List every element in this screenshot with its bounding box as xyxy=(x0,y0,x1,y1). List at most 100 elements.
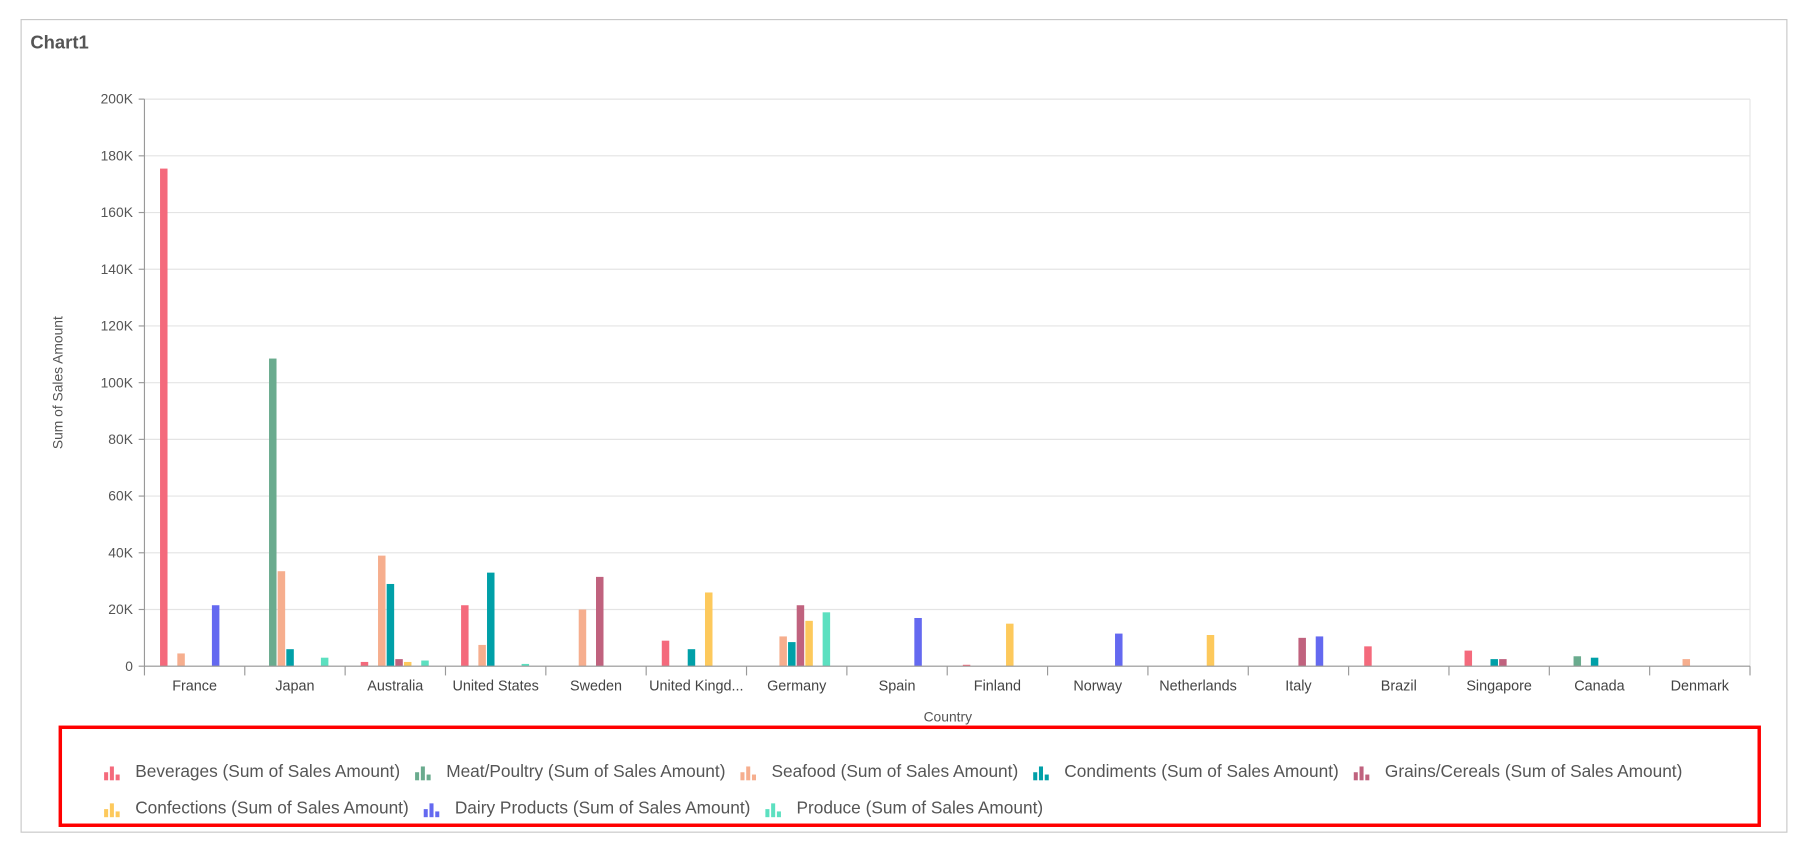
y-tick-label: 20K xyxy=(108,601,133,617)
x-tick-label: Singapore xyxy=(1466,678,1532,694)
x-tick-label: Spain xyxy=(879,678,916,694)
legend-icon xyxy=(115,774,120,781)
bar xyxy=(286,649,294,667)
x-tick-label: Brazil xyxy=(1381,678,1417,694)
legend-item[interactable]: Beverages (Sum of Sales Amount) xyxy=(104,761,400,781)
y-tick-label: 60K xyxy=(108,488,133,504)
x-tick-label: United Kingd... xyxy=(649,678,743,694)
legend-item[interactable]: Grains/Cereals (Sum of Sales Amount) xyxy=(1353,761,1683,781)
y-tick-label: 160K xyxy=(101,204,134,220)
x-tick-label: Italy xyxy=(1285,678,1312,694)
legend-item[interactable]: Produce (Sum of Sales Amount) xyxy=(765,798,1043,818)
legend-label: Grains/Cereals (Sum of Sales Amount) xyxy=(1385,761,1682,781)
x-tick-label: Australia xyxy=(367,678,423,694)
bar xyxy=(1364,646,1372,667)
bar xyxy=(822,612,831,667)
chart-title: Chart1 xyxy=(30,31,88,52)
bar xyxy=(596,576,604,667)
legend-icon xyxy=(104,809,109,818)
legend-icon xyxy=(776,811,781,818)
bar xyxy=(269,358,277,667)
bar xyxy=(1315,636,1324,667)
bar xyxy=(478,644,486,667)
bar xyxy=(177,653,185,667)
bar xyxy=(1115,633,1123,667)
legend-item[interactable]: Seafood (Sum of Sales Amount) xyxy=(740,761,1018,781)
legend-icon xyxy=(426,774,431,781)
bar xyxy=(779,636,787,667)
bar xyxy=(277,571,286,667)
bar xyxy=(487,572,495,667)
x-tick-label: Canada xyxy=(1574,678,1624,694)
bar xyxy=(1006,623,1014,667)
bar xyxy=(1490,659,1498,667)
legend-item[interactable]: Dairy Products (Sum of Sales Amount) xyxy=(423,798,751,818)
legend-icon xyxy=(1365,774,1370,781)
legend-label: Seafood (Sum of Sales Amount) xyxy=(772,761,1019,781)
legend-label: Produce (Sum of Sales Amount) xyxy=(796,798,1043,818)
legend-icon xyxy=(765,809,770,818)
bar xyxy=(704,592,713,667)
bar xyxy=(687,649,696,667)
legend-label: Dairy Products (Sum of Sales Amount) xyxy=(455,798,751,818)
y-tick-label: 40K xyxy=(108,544,133,560)
x-tick-label: Netherlands xyxy=(1159,678,1237,694)
x-tick-label: Norway xyxy=(1073,678,1123,694)
bar xyxy=(1573,656,1582,667)
bar xyxy=(421,660,429,667)
x-tick-label: Sweden xyxy=(570,678,622,694)
bar xyxy=(160,168,168,667)
bar xyxy=(320,657,329,667)
x-tick-label: Finland xyxy=(974,678,1021,694)
legend-icon xyxy=(1038,766,1043,781)
bar xyxy=(796,605,805,667)
y-tick-label: 120K xyxy=(101,318,134,334)
legend-label: Condiments (Sum of Sales Amount) xyxy=(1064,761,1338,781)
bar xyxy=(661,640,670,667)
x-tick-label: Japan xyxy=(275,678,314,694)
y-tick-label: 0 xyxy=(125,658,133,674)
legend-item[interactable]: Condiments (Sum of Sales Amount) xyxy=(1033,761,1339,781)
legend-icon xyxy=(1044,774,1049,781)
bar xyxy=(461,605,469,667)
x-axis-title: Country xyxy=(924,709,973,725)
bar xyxy=(914,617,922,667)
bar xyxy=(1464,650,1473,667)
y-tick-label: 80K xyxy=(108,431,133,447)
legend-label: Beverages (Sum of Sales Amount) xyxy=(135,761,400,781)
bar xyxy=(378,555,386,667)
legend-icon xyxy=(109,766,114,781)
legend-icon xyxy=(1353,772,1358,781)
x-tick-label: United States xyxy=(452,678,538,694)
y-tick-label: 140K xyxy=(101,261,134,277)
legend-icon xyxy=(771,803,776,818)
legend-label: Meat/Poultry (Sum of Sales Amount) xyxy=(446,761,725,781)
bar xyxy=(578,609,587,667)
legend-icon xyxy=(1033,772,1038,781)
legend-icon xyxy=(420,766,425,781)
legend-highlight xyxy=(58,725,1761,827)
bar xyxy=(1499,659,1507,667)
y-tick-label: 180K xyxy=(101,147,134,163)
legend-icon xyxy=(751,774,756,781)
y-tick-label: 100K xyxy=(101,374,134,390)
bar xyxy=(1590,657,1599,667)
bar xyxy=(211,605,220,667)
bar xyxy=(962,664,971,667)
legend-icon xyxy=(429,803,434,818)
legend-icon xyxy=(104,772,109,781)
legend-item[interactable]: Confections (Sum of Sales Amount) xyxy=(104,798,409,818)
bar xyxy=(403,661,412,667)
bar xyxy=(1298,637,1306,667)
legend-label: Confections (Sum of Sales Amount) xyxy=(135,798,409,818)
bar xyxy=(386,583,395,667)
bar xyxy=(360,661,369,667)
legend-icon xyxy=(746,766,751,781)
x-tick-label: France xyxy=(172,678,217,694)
bar xyxy=(395,659,403,667)
legend-icon xyxy=(435,811,440,818)
bar xyxy=(805,620,813,667)
legend-item[interactable]: Meat/Poultry (Sum of Sales Amount) xyxy=(415,761,725,781)
